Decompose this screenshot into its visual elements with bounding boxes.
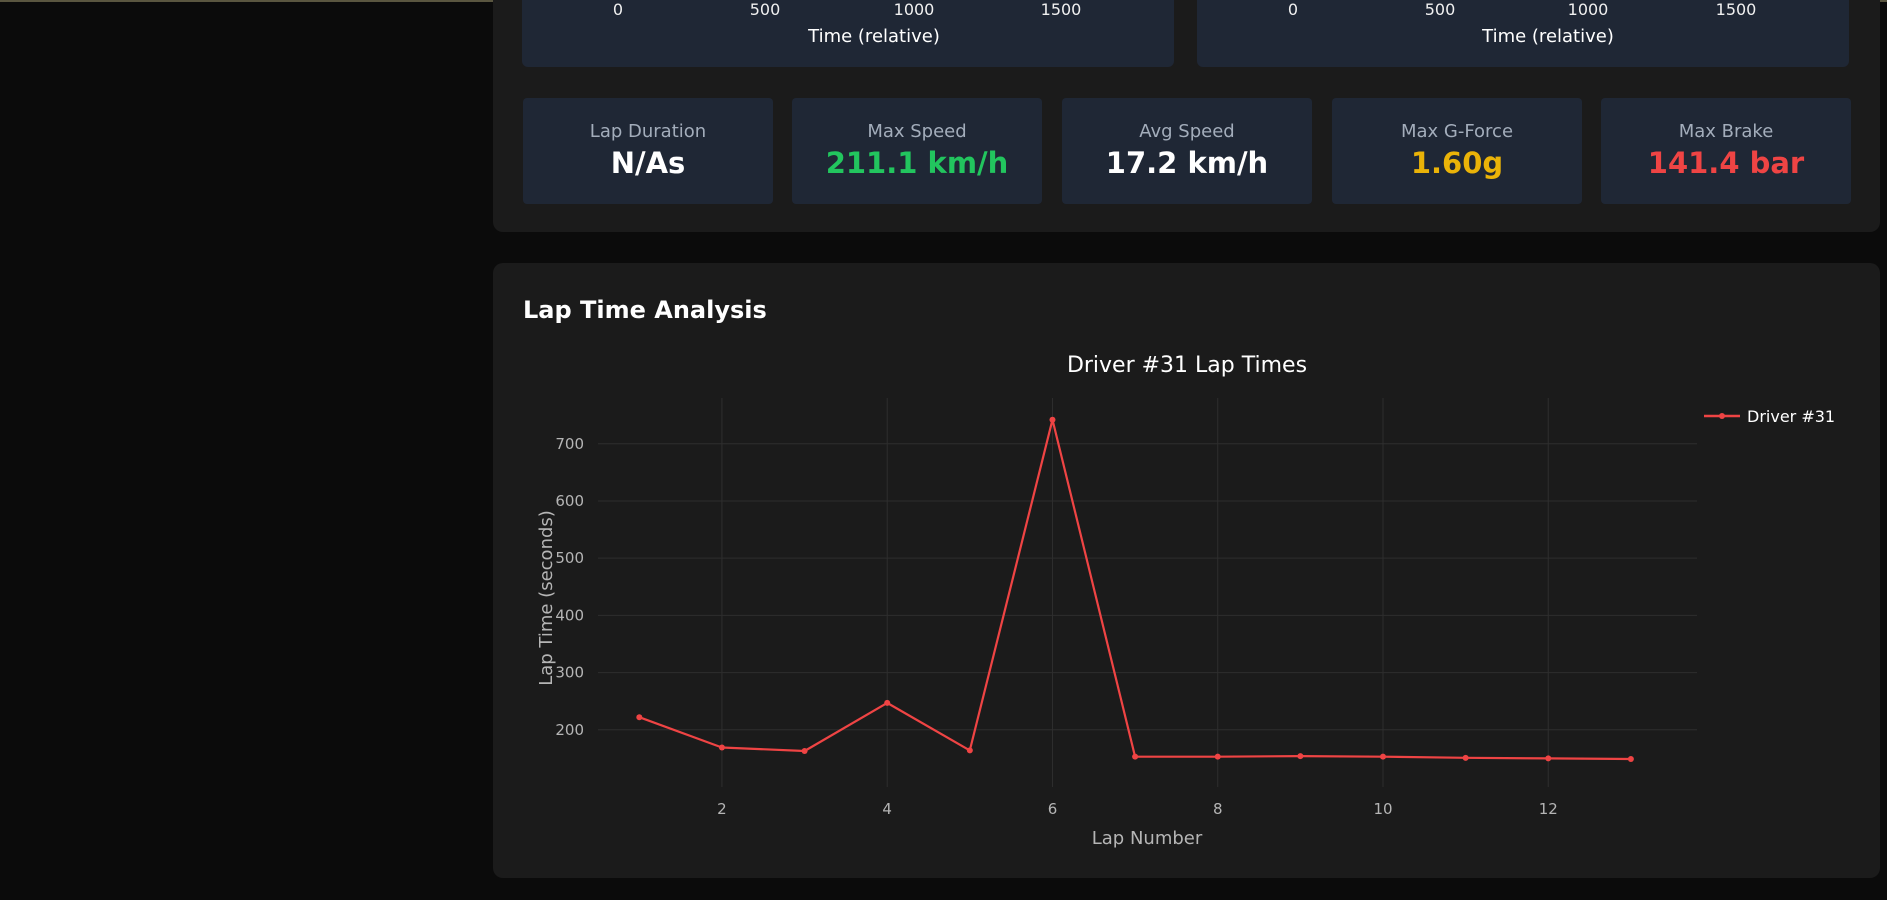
stat-value: 17.2 km/h xyxy=(1105,146,1269,180)
x-tick-label: 1500 xyxy=(1040,0,1082,19)
stat-card-max-brake: Max Brake 141.4 bar xyxy=(1601,98,1851,204)
y-tick-label: 700 xyxy=(555,435,584,453)
stat-card-max-g-force: Max G-Force 1.60g xyxy=(1332,98,1582,204)
axis-layer: 200 300 400 500 600 700 2 4 6 8 10 12 xyxy=(555,435,1557,818)
series-layer xyxy=(636,416,1634,762)
series-line xyxy=(638,418,1631,761)
data-point xyxy=(1380,753,1386,760)
y-tick-label: 300 xyxy=(555,664,584,682)
stat-label: Avg Speed xyxy=(1139,121,1235,142)
legend-label: Driver #31 xyxy=(1747,407,1835,426)
x-tick-label: 8 xyxy=(1213,800,1223,818)
stat-card-avg-speed: Avg Speed 17.2 km/h xyxy=(1062,98,1312,204)
x-tick-label: 0 xyxy=(1287,0,1299,19)
data-point xyxy=(1297,753,1304,760)
x-tick-label: 4 xyxy=(882,800,892,818)
x-tick-label: 500 xyxy=(749,0,781,19)
data-point xyxy=(718,744,725,751)
stat-label: Max Speed xyxy=(867,121,967,142)
chart-legend[interactable]: Driver #31 xyxy=(1704,407,1835,426)
x-axis-title: Lap Number xyxy=(1092,828,1203,849)
data-point xyxy=(1462,754,1469,761)
x-axis-title: Time (relative) xyxy=(808,26,940,47)
x-tick-label: 1500 xyxy=(1715,0,1757,19)
x-tick-label: 1000 xyxy=(893,0,935,19)
data-point xyxy=(966,747,973,754)
y-tick-label: 600 xyxy=(555,492,584,510)
stat-value: 141.4 bar xyxy=(1647,146,1805,180)
data-point xyxy=(1627,755,1634,762)
telemetry-chart-right: 0 500 1000 1500 Time (relative) xyxy=(1197,0,1849,67)
stat-label: Max G-Force xyxy=(1400,121,1514,142)
stat-card-lap-duration: Lap Duration N/As xyxy=(523,98,773,204)
stat-value: 1.60g xyxy=(1410,146,1504,180)
data-point xyxy=(636,714,643,721)
x-tick-label: 1000 xyxy=(1567,0,1609,19)
legend-marker xyxy=(1719,413,1725,419)
x-axis-title: Time (relative) xyxy=(1482,26,1614,47)
data-point xyxy=(1132,753,1139,760)
stat-value: 211.1 km/h xyxy=(825,146,1009,180)
data-point xyxy=(801,747,808,754)
lap-time-panel xyxy=(493,263,1880,878)
x-tick-label: 6 xyxy=(1048,800,1058,818)
x-tick-label: 12 xyxy=(1539,800,1558,818)
x-tick-label: 10 xyxy=(1373,800,1392,818)
data-point xyxy=(884,699,891,706)
grid-layer xyxy=(598,398,1697,787)
x-tick-label: 2 xyxy=(717,800,727,818)
x-tick-label: 0 xyxy=(612,0,624,19)
y-tick-label: 400 xyxy=(555,606,584,624)
y-tick-label: 500 xyxy=(555,549,584,567)
x-tick-label: 500 xyxy=(1424,0,1456,19)
stat-label: Lap Duration xyxy=(589,121,707,142)
y-tick-label: 200 xyxy=(555,721,584,739)
data-point xyxy=(1214,753,1221,760)
data-point xyxy=(1049,416,1056,423)
telemetry-chart-left: 0 500 1000 1500 Time (relative) xyxy=(522,0,1174,67)
stat-label: Max Brake xyxy=(1678,121,1774,142)
data-point xyxy=(1545,755,1552,762)
y-axis-title: Lap Time (seconds) xyxy=(536,510,557,686)
chart-title: Driver #31 Lap Times xyxy=(1067,353,1307,378)
stat-value: N/As xyxy=(610,146,686,180)
stat-card-max-speed: Max Speed 211.1 km/h xyxy=(792,98,1042,204)
section-heading: Lap Time Analysis xyxy=(523,296,767,324)
